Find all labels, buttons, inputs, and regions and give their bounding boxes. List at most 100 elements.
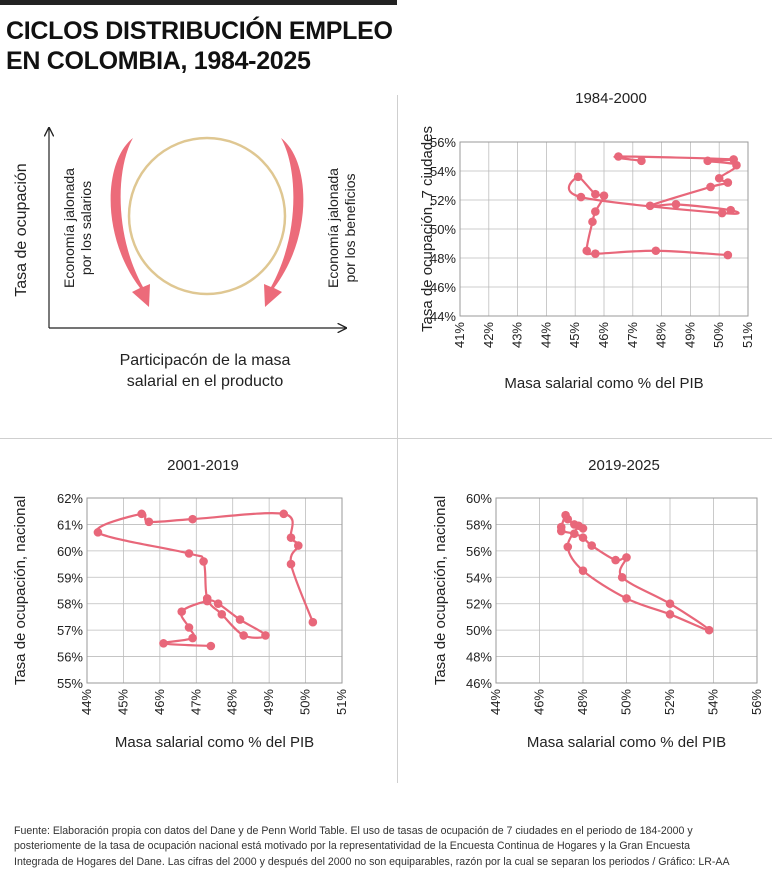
chart-title-1984-2000: 1984-2000 — [575, 90, 647, 107]
chart-title-2001-2019: 2001-2019 — [167, 457, 239, 474]
data-point — [206, 641, 216, 651]
y-tick-label: 52% — [466, 597, 492, 612]
data-point — [93, 528, 103, 537]
y-tick-label: 44% — [430, 309, 456, 324]
series-line — [559, 513, 711, 632]
data-point — [573, 172, 583, 182]
data-point — [706, 182, 715, 192]
cycle-circle — [127, 136, 287, 296]
x-tick-label: 41% — [452, 322, 467, 348]
data-point — [188, 633, 197, 643]
data-point — [217, 609, 227, 619]
diagram-x-axis-label-line-2: salarial en el producto — [127, 373, 284, 390]
data-point — [563, 542, 573, 552]
right-cycle-arrow-icon — [264, 138, 304, 307]
y-axis-label: Tasa de ocupación, nacional — [12, 496, 29, 685]
data-point — [582, 246, 592, 256]
y-tick-label: 58% — [466, 517, 492, 532]
data-point — [717, 208, 727, 218]
y-tick-label: 48% — [466, 650, 492, 665]
data-point — [732, 160, 741, 170]
data-point — [588, 217, 597, 227]
left-label-line-1: Economía jalonada — [61, 168, 77, 288]
data-point — [723, 250, 733, 260]
data-point — [723, 178, 733, 187]
series-line — [567, 155, 740, 257]
x-tick-label: 47% — [625, 322, 640, 348]
data-point — [651, 246, 661, 256]
footnote-line-1: Fuente: Elaboración propia con datos del… — [14, 825, 693, 837]
y-tick-label: 60% — [57, 544, 83, 559]
title-line-2: EN COLOMBIA, 1984-2025 — [6, 47, 311, 75]
data-point — [144, 517, 154, 527]
data-point — [671, 200, 681, 209]
series-line — [96, 511, 314, 648]
data-point — [563, 514, 573, 524]
y-tick-label: 55% — [57, 676, 83, 691]
data-point — [645, 201, 655, 211]
data-point — [578, 566, 588, 575]
y-tick-label: 52% — [430, 193, 456, 208]
data-point — [665, 609, 675, 619]
title-line-1: CICLOS DISTRIBUCIÓN EMPLEO — [6, 17, 393, 45]
y-tick-label: 58% — [57, 597, 83, 612]
x-tick-label: 43% — [510, 322, 525, 348]
data-point — [239, 631, 248, 640]
data-point — [726, 205, 736, 215]
data-point — [622, 594, 631, 603]
data-point — [561, 510, 570, 520]
x-tick-label: 47% — [188, 689, 203, 715]
x-axis-label: Masa salarial como % del PIB — [504, 375, 703, 392]
y-tick-label: 56% — [57, 650, 83, 665]
x-tick-label: 52% — [662, 689, 677, 715]
x-tick-label: 48% — [225, 689, 240, 715]
y-tick-label: 61% — [57, 517, 83, 532]
data-point — [665, 599, 675, 609]
x-tick-label: 46% — [152, 689, 167, 715]
data-point — [703, 156, 712, 166]
footnote: Fuente: Elaboración propia con datos del… — [14, 824, 762, 870]
x-tick-label: 48% — [575, 689, 590, 715]
data-point — [202, 596, 212, 606]
data-point — [308, 617, 318, 627]
data-point — [574, 521, 583, 531]
y-tick-label: 50% — [466, 623, 492, 638]
data-point — [213, 599, 223, 609]
data-point — [293, 541, 303, 550]
plot-frame — [495, 497, 758, 684]
y-tick-label: 59% — [57, 570, 83, 585]
x-tick-label: 49% — [682, 322, 697, 348]
data-point — [611, 555, 620, 565]
chart-title: CICLOS DISTRIBUCIÓN EMPLEO EN COLOMBIA, … — [6, 16, 393, 76]
data-point — [637, 156, 646, 166]
data-point — [137, 509, 146, 519]
data-point — [729, 155, 738, 164]
x-tick-label: 46% — [596, 322, 611, 348]
y-tick-label: 54% — [430, 164, 456, 179]
x-tick-label: 42% — [481, 322, 496, 348]
y-tick-label: 56% — [466, 544, 492, 559]
concept-diagram: Tasa de ocupación Economía jalonada por … — [13, 0, 358, 390]
data-point — [286, 533, 296, 542]
data-point — [261, 631, 270, 640]
right-label-line-1: Economía jalonada — [325, 168, 341, 288]
y-tick-label: 60% — [466, 491, 492, 506]
chart-title-2019-2025: 2019-2025 — [588, 457, 660, 474]
data-point — [184, 623, 194, 632]
title-bar — [0, 0, 397, 5]
x-axis-label: Masa salarial como % del PIB — [527, 734, 726, 751]
data-point — [279, 509, 289, 519]
data-point — [199, 557, 208, 566]
right-label-line-2: por los beneficios — [342, 174, 358, 283]
left-label-line-2: por los salarios — [78, 181, 94, 275]
footnote-line-3: Integrada de Hogares del Dane. Las cifra… — [14, 855, 730, 868]
x-tick-label: 44% — [488, 689, 503, 715]
diagram-x-axis-label-line-1: Participacón de la masa — [120, 352, 291, 369]
x-tick-label: 50% — [711, 322, 726, 348]
data-point — [599, 191, 609, 200]
x-tick-label: 54% — [706, 689, 721, 715]
y-tick-label: 48% — [430, 251, 456, 266]
x-tick-label: 50% — [298, 689, 313, 715]
plot-frame — [86, 497, 343, 684]
data-point — [188, 514, 197, 524]
